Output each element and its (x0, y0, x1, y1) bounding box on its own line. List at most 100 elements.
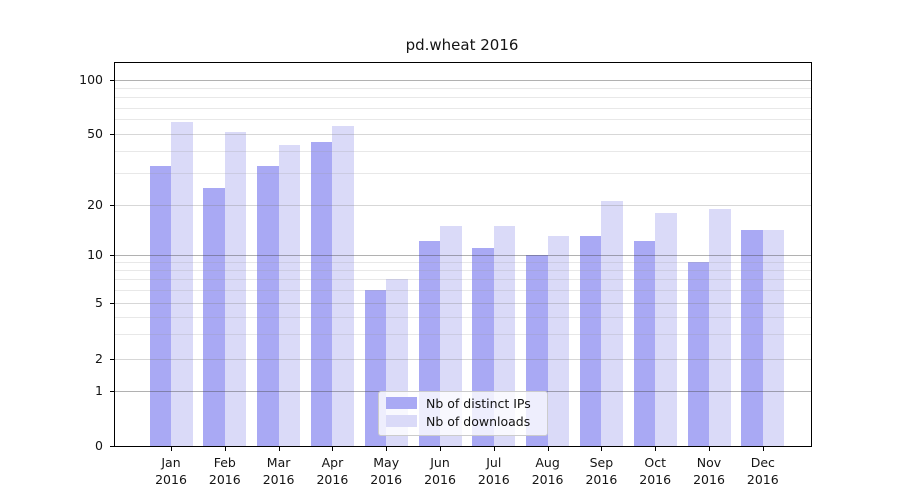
gridline-y-7 (115, 279, 811, 280)
legend-swatch-downloads (386, 415, 417, 427)
gridline-y-70 (115, 108, 811, 109)
x-tick-mark (493, 447, 495, 451)
year-label: 2016 (262, 472, 295, 487)
bar-downloads-oct (655, 212, 677, 446)
x-tick-label-jul: Jul 2016 (454, 454, 534, 488)
x-tick-mark (224, 447, 226, 451)
month-label: Mar (266, 455, 291, 470)
month-label: May (373, 455, 400, 470)
y-tick-label: 20 (87, 197, 103, 212)
x-tick-mark (171, 447, 172, 451)
y-tick-label: 100 (79, 72, 103, 87)
legend-swatch-distinct-ips (386, 397, 417, 409)
y-tick-mark (110, 359, 114, 360)
plot-area (114, 62, 812, 447)
year-label: 2016 (316, 472, 349, 487)
x-tick-label-mar: Mar 2016 (239, 454, 319, 488)
legend-item-distinct-ips: Nb of distinct IPs (379, 394, 547, 412)
year-label: 2016 (424, 472, 456, 487)
legend-label: Nb of distinct IPs (426, 395, 531, 411)
bar-distinct-ips-sep (579, 235, 602, 446)
gridline-y-40 (115, 151, 811, 152)
grid-layer (115, 63, 811, 446)
month-label: Oct (644, 455, 666, 470)
year-label: 2016 (531, 472, 564, 487)
gridline-y-6 (115, 290, 811, 291)
bar-downloads-aug (547, 235, 570, 446)
y-tick-label: 10 (87, 246, 103, 262)
month-label: Jan (161, 455, 181, 470)
bar-downloads-jul (493, 225, 516, 446)
y-tick-label: 1 (95, 383, 103, 398)
bar-downloads-dec (762, 230, 785, 446)
x-tick-label-feb: Feb 2016 (185, 454, 265, 488)
x-tick-label-nov: Nov 2016 (669, 454, 749, 488)
year-label: 2016 (693, 472, 725, 487)
bar-downloads-apr (332, 126, 354, 446)
month-label: Jun (430, 455, 450, 470)
x-tick-label-sep: Sep 2016 (561, 454, 641, 488)
gridline-y-50 (115, 134, 811, 135)
y-tick-label: 5 (95, 295, 103, 310)
x-tick-label-apr: Apr 2016 (292, 454, 372, 488)
bar-downloads-jan (171, 122, 193, 446)
year-label: 2016 (208, 472, 241, 487)
month-label: Aug (535, 455, 560, 470)
gridline-y-80 (115, 97, 811, 98)
month-label: Sep (589, 455, 614, 470)
y-tick-mark (110, 205, 114, 206)
x-tick-mark (440, 447, 441, 451)
x-tick-mark (547, 447, 549, 451)
y-tick-mark (110, 391, 114, 392)
gridline-y-100 (115, 80, 811, 81)
month-label: Feb (213, 455, 236, 470)
bar-distinct-ips-apr (310, 141, 333, 446)
bar-distinct-ips-oct (633, 241, 656, 446)
x-tick-label-jun: Jun 2016 (400, 454, 480, 488)
bar-distinct-ips-nov (687, 261, 709, 446)
y-tick-mark (110, 80, 114, 81)
gridline-y-60 (115, 119, 811, 120)
y-tick-mark (110, 303, 114, 304)
gridline-y-20 (115, 205, 811, 206)
gridline-y-3 (115, 334, 811, 335)
gridline-y-90 (115, 88, 811, 89)
legend-item-downloads: Nb of downloads (379, 412, 547, 430)
bar-distinct-ips-feb (203, 187, 225, 446)
year-label: 2016 (746, 472, 779, 487)
x-tick-label-may: May 2016 (346, 454, 426, 488)
y-tick-label: 0 (95, 438, 103, 453)
y-tick-label: 2 (95, 351, 103, 366)
month-label: Dec (750, 455, 775, 470)
chart-title: pd.wheat 2016 (405, 36, 519, 54)
month-label: Jul (486, 455, 502, 470)
month-label: Apr (321, 455, 344, 470)
gridline-y-30 (115, 173, 811, 174)
y-tick-mark (110, 133, 114, 135)
gridline-y-2 (115, 359, 811, 360)
bar-downloads-jun (440, 225, 462, 446)
y-tick-mark (110, 446, 114, 447)
y-tick-mark (110, 254, 114, 256)
y-tick-label: 50 (87, 125, 103, 141)
month-label: Nov (696, 455, 722, 470)
year-label: 2016 (155, 472, 187, 487)
year-label: 2016 (585, 472, 618, 487)
gridline-y-10 (115, 255, 811, 256)
x-tick-mark (655, 447, 657, 451)
x-tick-mark (709, 447, 710, 451)
x-tick-mark (332, 447, 334, 451)
bar-distinct-ips-jan (149, 165, 171, 446)
gridline-y-4 (115, 317, 811, 318)
bar-downloads-feb (224, 131, 247, 446)
bar-downloads-nov (709, 208, 731, 446)
bar-distinct-ips-dec (741, 230, 763, 446)
bar-distinct-ips-mar (257, 165, 279, 446)
x-tick-label-dec: Dec 2016 (723, 454, 803, 488)
legend-label: Nb of downloads (426, 413, 531, 429)
gridline-y-8 (115, 270, 811, 271)
x-tick-label-jan: Jan 2016 (131, 454, 211, 488)
x-tick-label-aug: Aug 2016 (508, 454, 588, 488)
year-label: 2016 (639, 472, 672, 487)
bar-downloads-mar (278, 145, 301, 446)
